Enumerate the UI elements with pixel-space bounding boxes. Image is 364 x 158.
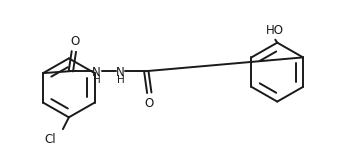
Text: O: O [70,35,79,48]
Text: H: H [93,75,100,85]
Text: H: H [116,75,124,85]
Text: N: N [116,66,125,79]
Text: HO: HO [266,24,284,37]
Text: Cl: Cl [44,133,56,146]
Text: O: O [145,97,154,110]
Text: N: N [92,66,101,79]
